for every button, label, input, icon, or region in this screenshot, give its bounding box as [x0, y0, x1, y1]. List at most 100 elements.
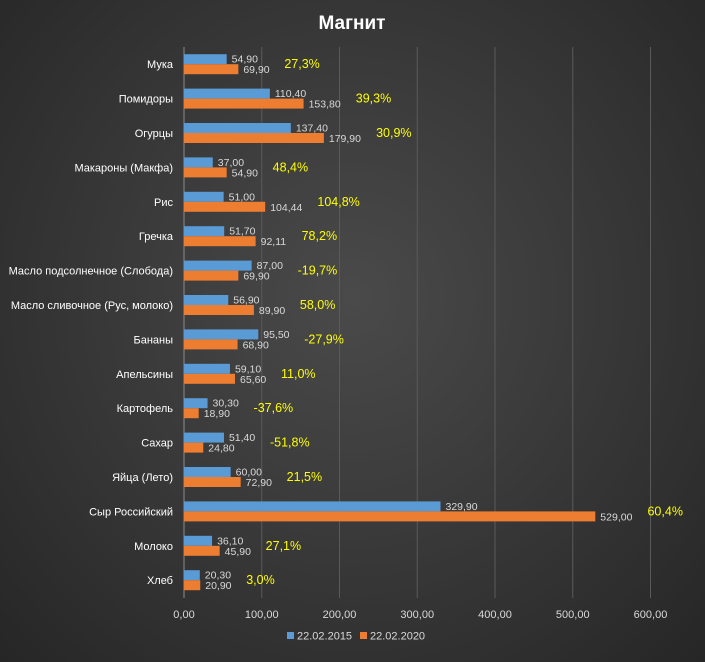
x-axis: 0,00 100,00 200,00 300,00 400,00 500,00 600,00 — [173, 609, 667, 621]
value-label-2015: 51,00 — [229, 191, 255, 203]
value-label-2020: 18,90 — [204, 408, 230, 420]
value-label-2020: 153,80 — [309, 99, 341, 111]
category-label: Помидоры — [119, 94, 173, 106]
category-label: Хлеб — [147, 575, 173, 587]
category-label: Гречка — [139, 231, 174, 243]
category-label: Рис — [154, 197, 173, 209]
change-annotation: 78,2% — [302, 229, 337, 243]
value-label-2020: 54,90 — [232, 167, 258, 179]
bar-2020 — [184, 270, 239, 281]
value-label-2020: 92,11 — [261, 236, 287, 248]
change-annotation: 27,3% — [284, 57, 319, 71]
value-label-2015: 20,30 — [205, 570, 231, 582]
legend-label: 22.02.2015 — [297, 631, 352, 643]
category-label: Апельсины — [116, 369, 173, 381]
change-annotation: -37,6% — [254, 401, 294, 415]
value-label-2020: 24,80 — [208, 443, 234, 455]
x-tick-label: 100,00 — [245, 609, 279, 621]
x-tick-label: 0,00 — [173, 609, 194, 621]
bar-2015 — [184, 88, 270, 99]
value-label-2020: 20,90 — [205, 580, 231, 592]
value-label-2020: 89,90 — [259, 305, 285, 317]
bar-2020 — [184, 236, 256, 247]
legend-label: 22.02.2020 — [370, 631, 425, 643]
value-label-2015: 95,50 — [263, 329, 289, 341]
bar-2015 — [184, 329, 259, 340]
category-label: Масло сливочное (Рус, молоко) — [11, 300, 173, 312]
x-tick-label: 300,00 — [400, 609, 434, 621]
category-label: Масло подсолнечное (Слобода) — [9, 266, 173, 278]
bar-2015 — [184, 432, 224, 443]
value-label-2020: 65,60 — [240, 374, 266, 386]
change-annotation: 39,3% — [356, 92, 391, 106]
bars — [184, 54, 596, 591]
value-label-2015: 54,90 — [232, 54, 258, 66]
category-label: Сыр Российский — [89, 506, 173, 518]
change-annotation: 21,5% — [287, 470, 322, 484]
bar-2015 — [184, 570, 200, 581]
value-label-2015: 59,10 — [235, 363, 261, 375]
x-tick-label: 500,00 — [556, 609, 590, 621]
value-label-2015: 60,00 — [236, 467, 262, 479]
bar-2020 — [184, 408, 199, 419]
value-label-2015: 56,90 — [233, 295, 259, 307]
value-label-2020: 179,90 — [329, 133, 361, 145]
change-annotation: 27,1% — [266, 539, 301, 553]
value-label-2015: 51,40 — [229, 432, 255, 444]
change-annotation: -27,9% — [304, 332, 344, 346]
value-label-2015: 110,40 — [275, 88, 306, 100]
x-tick-label: 400,00 — [478, 609, 512, 621]
bar-2020 — [184, 339, 238, 350]
category-label: Яйца (Лето) — [112, 472, 173, 484]
bar-2015 — [184, 398, 208, 409]
value-label-2015: 329,90 — [445, 501, 477, 513]
bar-2015 — [184, 535, 213, 546]
bar-2015 — [184, 501, 441, 512]
change-annotation: -19,7% — [298, 264, 338, 278]
bar-2020 — [184, 477, 241, 487]
change-annotation: 30,9% — [376, 126, 411, 140]
bar-2020 — [184, 442, 204, 453]
bar-2020 — [184, 580, 201, 591]
change-annotation: -51,8% — [270, 436, 310, 450]
legend: 22.02.2015 22.02.2020 — [287, 631, 425, 643]
value-label-2015: 87,00 — [257, 260, 283, 272]
value-label-2015: 36,10 — [217, 535, 243, 547]
category-label: Картофель — [117, 403, 174, 415]
value-label-2020: 45,90 — [225, 546, 251, 558]
value-label-2015: 137,40 — [296, 123, 328, 135]
bar-2020 — [184, 545, 220, 556]
category-label: Огурцы — [135, 128, 173, 140]
value-label-2015: 51,70 — [229, 226, 255, 238]
value-label-2020: 529,00 — [600, 511, 632, 523]
category-label: Макароны (Макфа) — [74, 162, 173, 174]
legend-swatch — [360, 632, 367, 639]
bar-2015 — [184, 157, 213, 168]
bar-2020 — [184, 64, 239, 75]
bar-2020 — [184, 373, 236, 384]
bar-2015 — [184, 191, 224, 202]
change-annotation: 11,0% — [281, 367, 316, 381]
bar-2015 — [184, 295, 229, 305]
value-label-2020: 72,90 — [246, 477, 272, 489]
value-label-2020: 68,90 — [243, 339, 269, 351]
category-label: Бананы — [133, 334, 173, 346]
bar-2015 — [184, 123, 291, 133]
value-label-2020: 69,90 — [243, 271, 269, 283]
bar-2015 — [184, 260, 252, 271]
category-label: Молоко — [134, 541, 173, 553]
value-label-2015: 37,00 — [218, 157, 244, 169]
bar-2020 — [184, 511, 596, 522]
bar-2015 — [184, 226, 225, 237]
category-label: Мука — [147, 59, 174, 71]
value-label-2015: 30,30 — [213, 398, 239, 410]
value-label-2020: 104,44 — [270, 202, 302, 214]
bar-2020 — [184, 201, 266, 212]
change-annotation: 3,0% — [246, 573, 275, 587]
value-label-2020: 69,90 — [243, 64, 269, 76]
bar-2020 — [184, 98, 304, 109]
bar-2015 — [184, 363, 230, 374]
